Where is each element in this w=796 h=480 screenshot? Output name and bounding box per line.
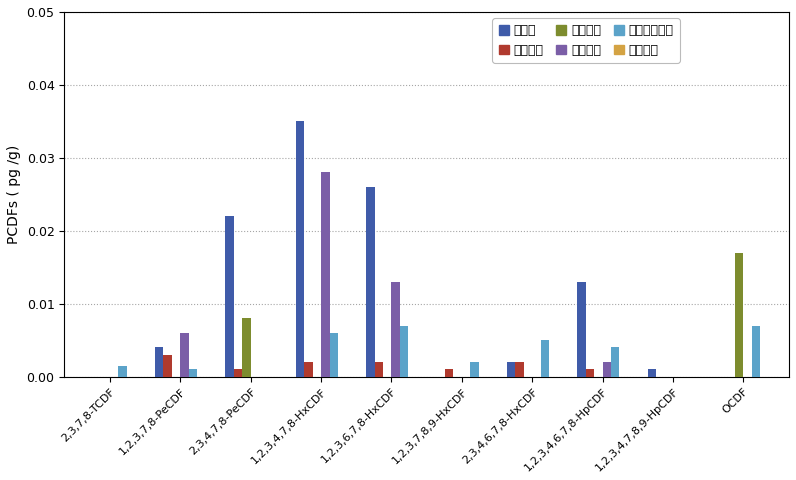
Bar — [445, 369, 454, 377]
Bar — [507, 362, 515, 377]
Bar — [163, 355, 172, 377]
Bar — [735, 252, 743, 377]
Bar — [225, 216, 234, 377]
Bar — [586, 369, 594, 377]
Bar — [330, 333, 338, 377]
Bar — [470, 362, 478, 377]
Bar — [515, 362, 524, 377]
Y-axis label: PCDFs ( pg /g): PCDFs ( pg /g) — [7, 144, 21, 244]
Bar — [611, 348, 619, 377]
Bar — [577, 282, 586, 377]
Bar — [375, 362, 383, 377]
Bar — [155, 348, 163, 377]
Bar — [189, 369, 197, 377]
Bar — [234, 369, 242, 377]
Bar — [181, 333, 189, 377]
Bar — [242, 318, 251, 377]
Bar — [392, 282, 400, 377]
Bar — [321, 172, 330, 377]
Bar — [400, 325, 408, 377]
Bar — [751, 325, 760, 377]
Bar — [540, 340, 549, 377]
Bar — [648, 369, 656, 377]
Bar — [366, 187, 375, 377]
Legend: 천일염, 가공소금, 정제소금, 재제소금, 태용용용소금, 기타소금: 천일염, 가공소금, 정제소금, 재제소금, 태용용용소금, 기타소금 — [493, 18, 680, 63]
Bar — [304, 362, 313, 377]
Bar — [296, 121, 304, 377]
Bar — [119, 366, 127, 377]
Bar — [603, 362, 611, 377]
